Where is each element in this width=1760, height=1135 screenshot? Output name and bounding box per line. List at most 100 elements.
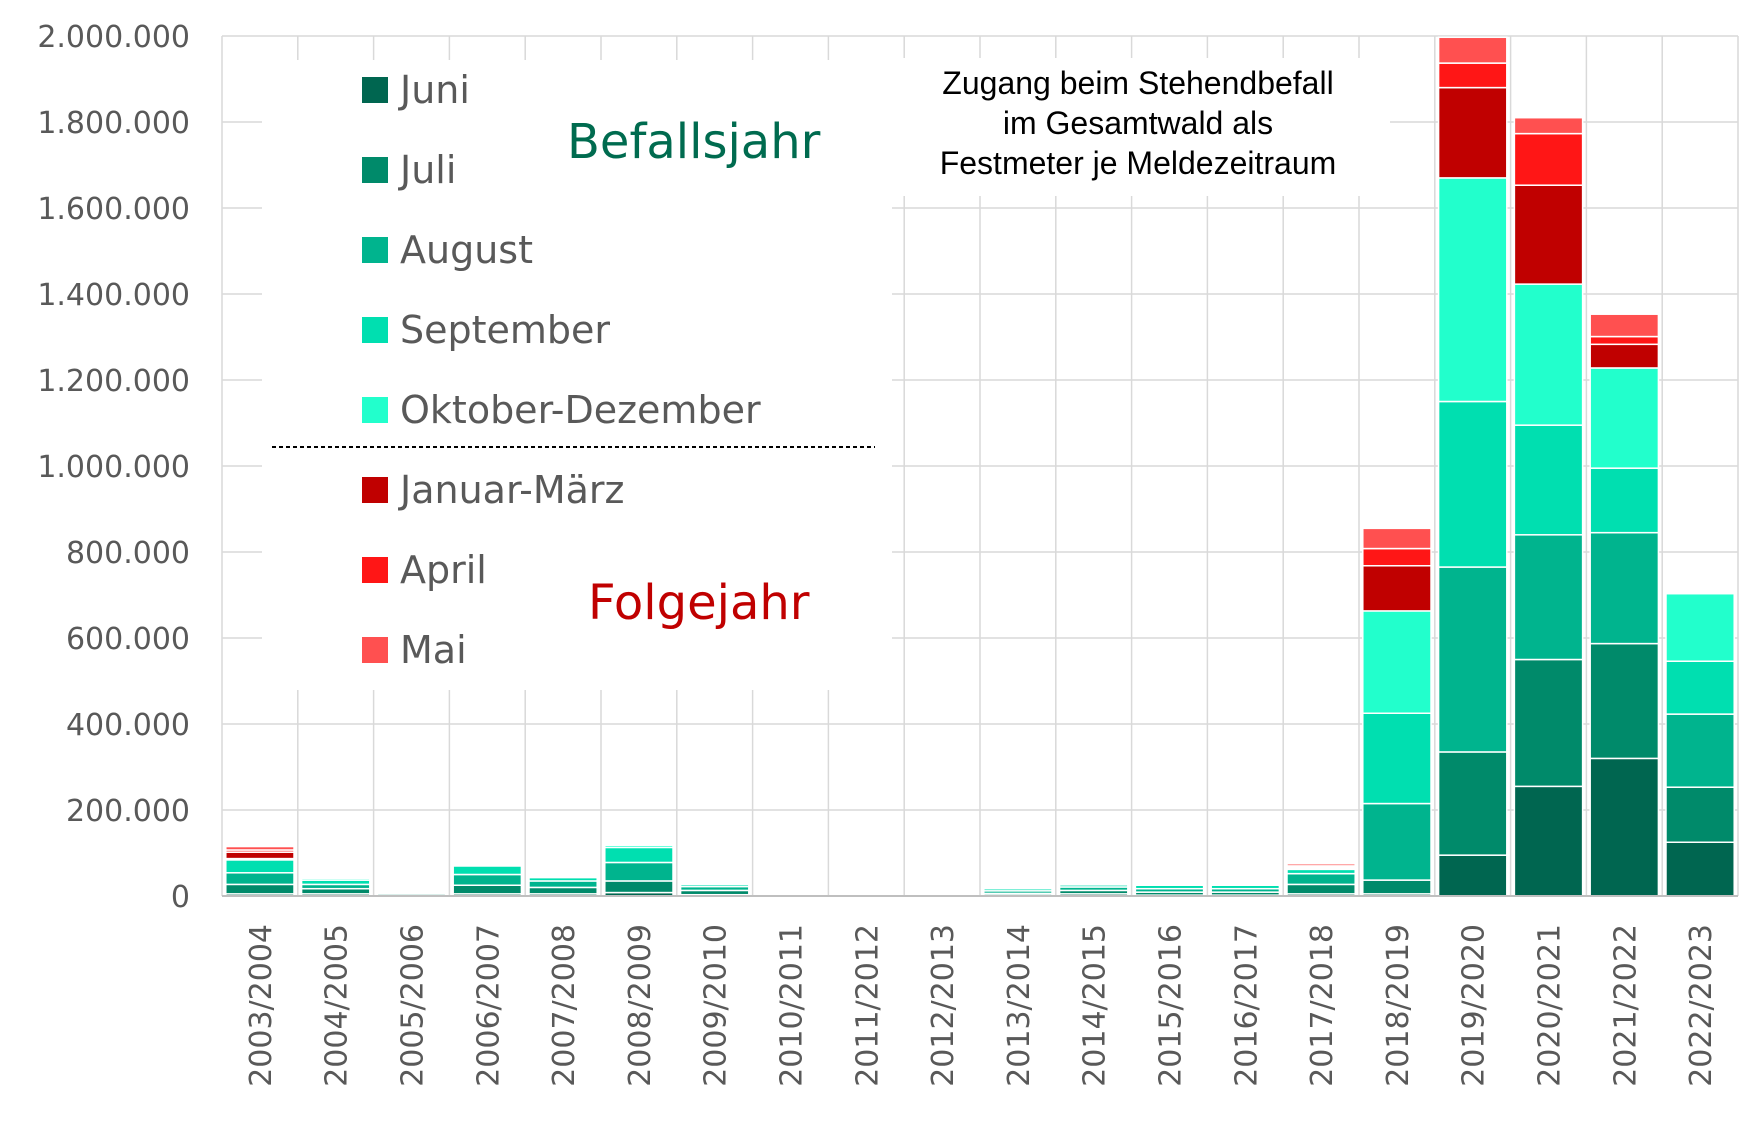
bar-segment-4-13 [1210,883,1281,887]
bar-segment-3-0 [225,859,295,874]
bar-segment-3-17 [1513,424,1584,536]
bar-segment-4-6 [679,882,750,886]
bar-segment-1-3 [452,884,523,895]
x-tick-label: 2005/2006 [396,924,431,1087]
legend-swatch-7 [362,637,388,663]
x-tick-label: 2016/2017 [1229,924,1264,1087]
bar-segment-4-3 [452,864,523,867]
bar-segment-6-18 [1589,335,1660,346]
bar-segment-6-17 [1513,132,1584,186]
x-tick-label: 2009/2010 [699,924,734,1087]
legend-swatch-3 [362,317,388,343]
bar-segment-1-15 [1362,879,1432,895]
bar-segment-7-17 [1513,116,1584,135]
bar-segment-3-3 [452,865,523,876]
legend-swatch-1 [362,157,388,183]
bar-segment-5-15 [1362,565,1432,612]
legend-label-4: Oktober-Dezember [400,388,761,432]
y-tick-label: 400.000 [66,708,190,743]
legend-swatch-6 [362,557,388,583]
x-tick-label: 2012/2013 [926,924,961,1087]
legend-label-1: Juli [398,148,456,192]
legend: Juni Juli August September Oktober-Dezember J… [262,60,892,690]
bar-segment-1-14 [1286,883,1356,895]
bars [225,36,1735,897]
x-tick-label: 2020/2021 [1533,924,1568,1087]
y-tick-label: 800.000 [66,536,190,571]
bar-segment-3-15 [1362,712,1432,805]
y-tick-label: 1.800.000 [37,106,190,141]
annotation-line-0: Zugang beim Stehendbefall [942,65,1333,101]
x-tick-label: 2018/2019 [1381,924,1416,1087]
legend-group-folgejahr: Folgejahr [588,575,810,631]
x-tick-label: 2014/2015 [1078,924,1113,1087]
legend-label-6: April [400,548,487,592]
bar-segment-4-10 [983,887,1053,890]
bar-segment-3-5 [604,846,674,864]
x-tick-label: 2017/2018 [1305,924,1340,1087]
legend-label-3: September [400,308,610,352]
bar-segment-2-18 [1589,531,1660,645]
annotation-line-1: im Gesamtwald als [1003,105,1273,141]
x-tick-label: 2003/2004 [244,924,279,1087]
bar-segment-4-1 [300,877,371,881]
bar-segment-2-3 [452,873,523,886]
x-tick-label: 2008/2009 [623,924,658,1087]
bar-segment-2-14 [1286,872,1356,886]
bar-segment-5-16 [1437,86,1508,179]
x-tick-label: 2022/2023 [1684,924,1719,1087]
legend-swatch-4 [362,397,388,423]
x-tick-label: 2011/2012 [850,924,885,1087]
bar-segment-1-17 [1513,658,1584,788]
bar-segment-5-0 [225,851,295,860]
y-tick-label: 2.000.000 [37,20,190,55]
x-tick-label: 2007/2008 [547,924,582,1087]
bar-segment-1-18 [1589,642,1660,760]
x-tick-label: 2019/2020 [1457,924,1492,1087]
bar-segment-7-0 [225,845,295,851]
y-tick-label: 0 [171,880,190,915]
bar-segment-2-5 [604,861,674,882]
x-tick-label: 2021/2022 [1608,924,1643,1087]
legend-swatch-2 [362,237,388,263]
y-tick-label: 1.400.000 [37,278,190,313]
x-tick-label: 2013/2014 [1002,924,1037,1087]
bar-segment-5-17 [1513,184,1584,285]
y-tick-label: 1.200.000 [37,364,190,399]
bar-segment-6-15 [1362,547,1432,567]
bar-segment-0-19 [1665,841,1735,897]
bar-segment-1-5 [604,880,674,894]
annotation-line-2: Festmeter je Meldezeitraum [940,145,1337,181]
x-tick-label: 2006/2007 [471,924,506,1087]
x-tick-label: 2010/2011 [775,924,810,1087]
bar-segment-3-19 [1665,660,1735,715]
bar-segment-4-19 [1665,592,1735,662]
chart-annotation: Zugang beim Stehendbefall im Gesamtwald a… [890,58,1390,196]
y-tick-label: 1.000.000 [37,450,190,485]
legend-group-befallsjahr: Befallsjahr [567,114,821,170]
bar-segment-4-18 [1589,367,1660,469]
bar-segment-7-16 [1437,36,1508,64]
legend-swatch-0 [362,77,388,103]
y-tick-labels: 0 200.000 400.000 600.000 800.000 1.000.000 1.… [37,20,190,915]
bar-segment-4-16 [1437,177,1508,403]
legend-label-2: August [400,228,533,272]
bar-segment-4-15 [1362,610,1432,714]
bar-segment-2-4 [528,880,598,889]
bar-segment-1-16 [1437,751,1508,856]
legend-label-0: Juni [398,68,470,112]
bar-segment-2-17 [1513,534,1584,661]
bar-segment-4-17 [1513,283,1584,426]
annotation-background [890,58,1390,196]
y-tick-label: 200.000 [66,794,190,829]
bar-segment-1-0 [225,883,295,895]
legend-swatch-5 [362,477,388,503]
bar-segment-0-18 [1589,757,1660,897]
x-tick-labels: 2003/2004 2004/2005 2005/2006 2006/2007 2007… [244,924,1719,1087]
bar-segment-7-12 [1134,881,1205,885]
bar-segment-7-14 [1286,863,1356,867]
bar-segment-3-18 [1589,467,1660,534]
bar-segment-3-16 [1437,400,1508,568]
legend-label-7: Mai [400,628,467,672]
